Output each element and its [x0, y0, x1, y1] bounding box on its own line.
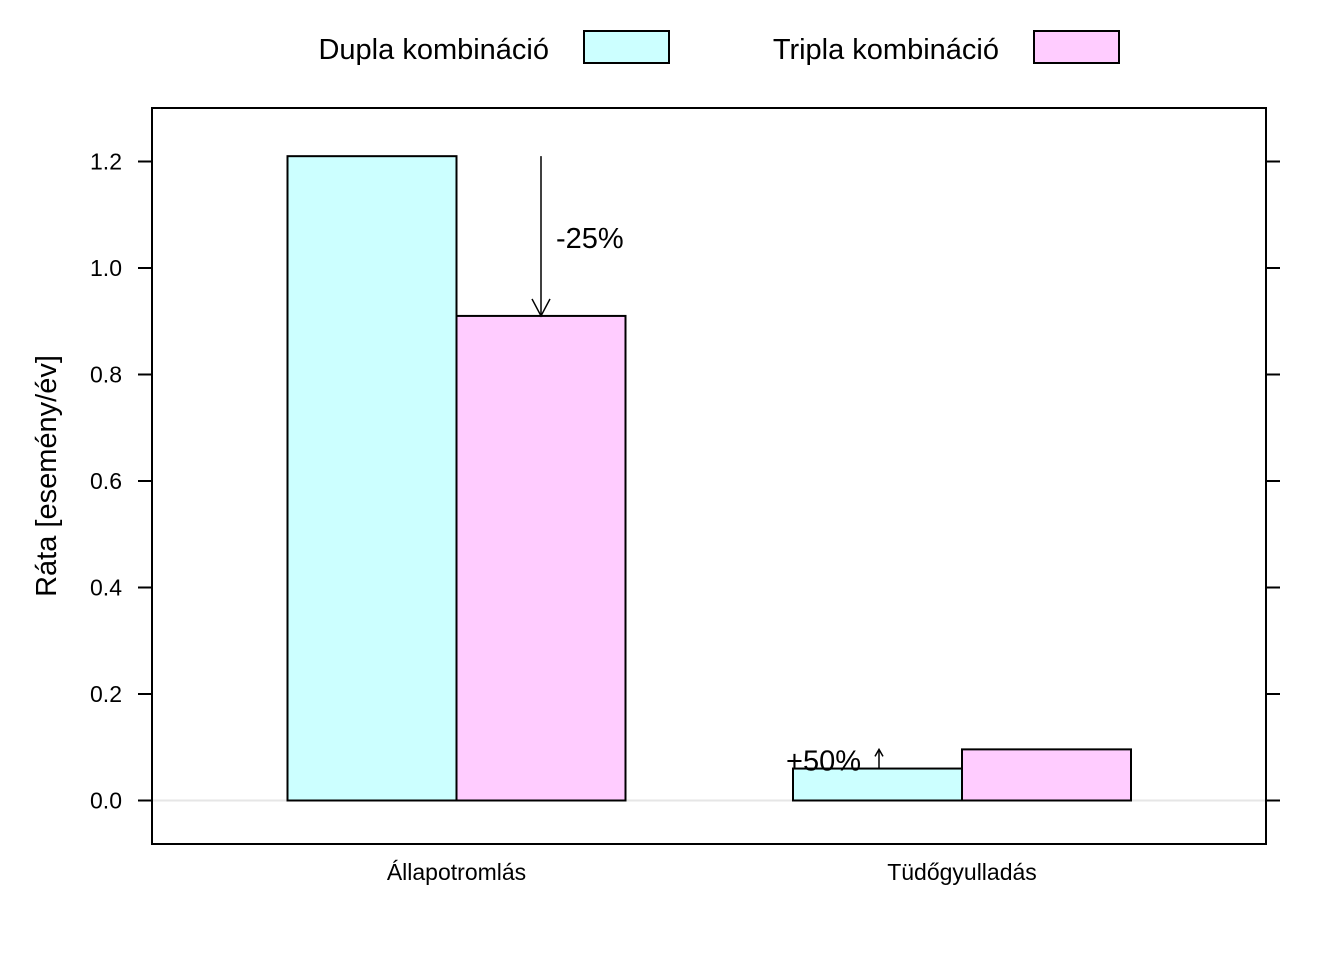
legend-label-dupla: Dupla kombináció: [318, 34, 549, 66]
change-label: +50%: [786, 746, 861, 778]
annotations-group: -25% +50%: [531, 156, 884, 778]
y-tick-label: 0.2: [90, 681, 122, 707]
legend: Dupla kombináció Tripla kombináció: [318, 30, 1120, 66]
y-tick-label: 1.2: [90, 149, 122, 175]
change-arrow-head: [531, 298, 551, 318]
y-tick-label: 0.8: [90, 362, 122, 388]
x-tick-label: Tüdőgyulladás: [887, 859, 1037, 885]
y-tick-label: 1.0: [90, 255, 122, 281]
bar-allapotromlas-dupla-kombinacio: [286, 155, 458, 802]
y-axis: 0.0 0.2 0.4 0.6 0.8 1.0 1.2: [90, 149, 1280, 814]
x-axis: Állapotromlás Tüdőgyulladás: [387, 859, 1037, 885]
legend-swatch-tripla: [1033, 30, 1120, 64]
change-label: -25%: [556, 223, 624, 255]
y-tick-label: 0.0: [90, 788, 122, 814]
legend-label-tripla: Tripla kombináció: [773, 34, 999, 66]
plot-frame: [151, 107, 1267, 845]
y-axis-label: Ráta [esemény/év]: [31, 355, 63, 597]
x-tick-label: Állapotromlás: [387, 859, 526, 885]
bar-tudogyulladas-tripla-kombinacio: [961, 748, 1132, 802]
bars-group: [286, 155, 1132, 802]
bar-allapotromlas-tripla-kombinacio: [455, 314, 627, 802]
y-tick-label: 0.4: [90, 575, 122, 601]
legend-swatch-dupla: [583, 30, 670, 64]
change-arrow-head: [874, 747, 884, 757]
y-tick-label: 0.6: [90, 468, 122, 494]
